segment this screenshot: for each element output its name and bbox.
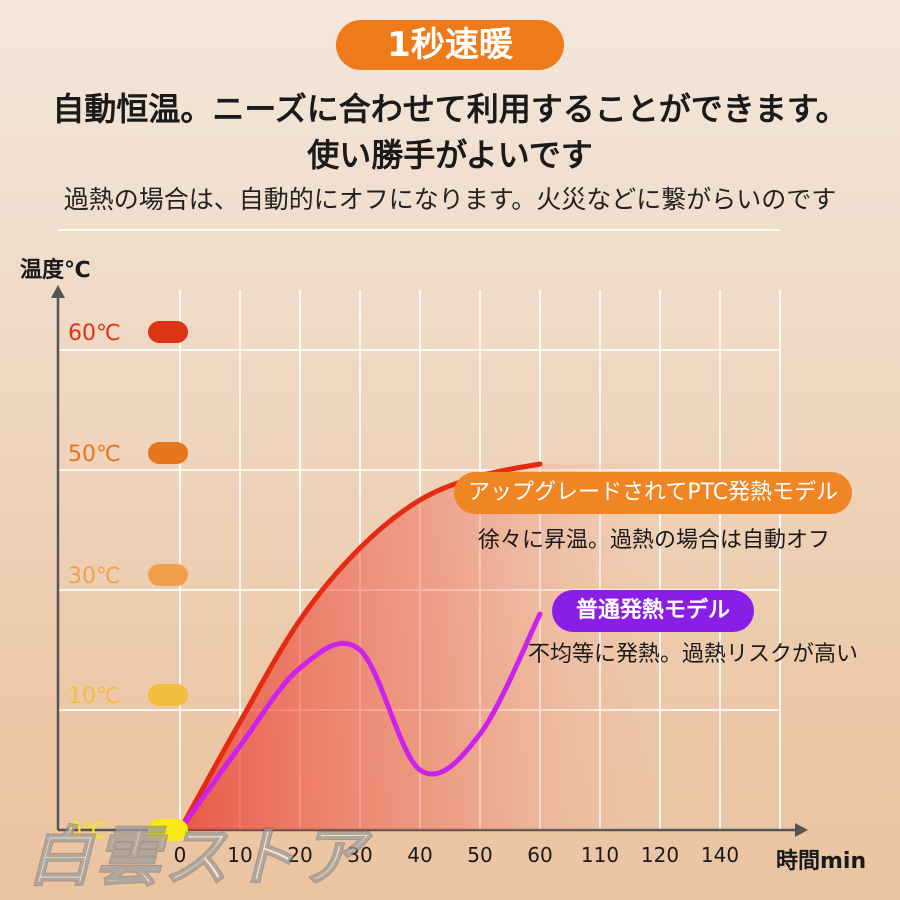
y-axis-label: 温度℃ bbox=[20, 258, 91, 283]
y-tick-pill bbox=[148, 321, 188, 343]
ptc-model-description: 徐々に昇温。過熱の場合は自動オフ bbox=[478, 528, 831, 553]
x-tick-label: 60 bbox=[527, 843, 552, 867]
x-tick-label: 30 bbox=[347, 843, 372, 867]
x-tick-label: 120 bbox=[641, 843, 679, 867]
y-tick-pill bbox=[148, 442, 188, 464]
y-tick-pill bbox=[148, 819, 188, 841]
normal-model-description: 不均等に発熱。過熱リスクが高い bbox=[528, 642, 859, 667]
x-tick-label: 20 bbox=[287, 843, 312, 867]
speed-badge: 1秒速暖 bbox=[336, 20, 564, 70]
x-tick-label: 0 bbox=[174, 843, 187, 867]
y-tick-label: 30℃ bbox=[68, 564, 121, 589]
y-tick-label: 50℃ bbox=[68, 442, 121, 467]
x-axis-arrow bbox=[795, 823, 808, 837]
store-watermark: 白雲ストア bbox=[27, 820, 368, 896]
y-tick-label: 10℃ bbox=[68, 684, 121, 709]
ptc-model-label: アップグレードされてPTC発熱モデル bbox=[454, 472, 853, 514]
y-tick-pill bbox=[148, 564, 188, 586]
ptc-area-fill bbox=[180, 464, 660, 830]
x-tick-label: 140 bbox=[701, 843, 739, 867]
x-tick-label: 50 bbox=[467, 843, 492, 867]
series-line-normal bbox=[177, 611, 543, 833]
x-tick-label: 10 bbox=[227, 843, 252, 867]
subline: 過熱の場合は、自動的にオフになります。火災などに繋がらいのです bbox=[63, 185, 837, 214]
y-axis-arrow bbox=[51, 285, 65, 298]
headline-line-2: 使い勝手がよいです bbox=[307, 136, 593, 174]
y-tick-label: 60℃ bbox=[68, 321, 121, 346]
normal-model-label: 普通発熱モデル bbox=[552, 590, 755, 632]
y-tick-label: 0℃ bbox=[68, 819, 107, 844]
x-tick-label: 110 bbox=[581, 843, 619, 867]
x-tick-label: 40 bbox=[407, 843, 432, 867]
y-tick-pill bbox=[148, 684, 188, 706]
x-axis-label: 時間min bbox=[776, 849, 867, 874]
headline-line-1: 自動恒温。ニーズに合わせて利用することができます。 bbox=[52, 90, 848, 128]
